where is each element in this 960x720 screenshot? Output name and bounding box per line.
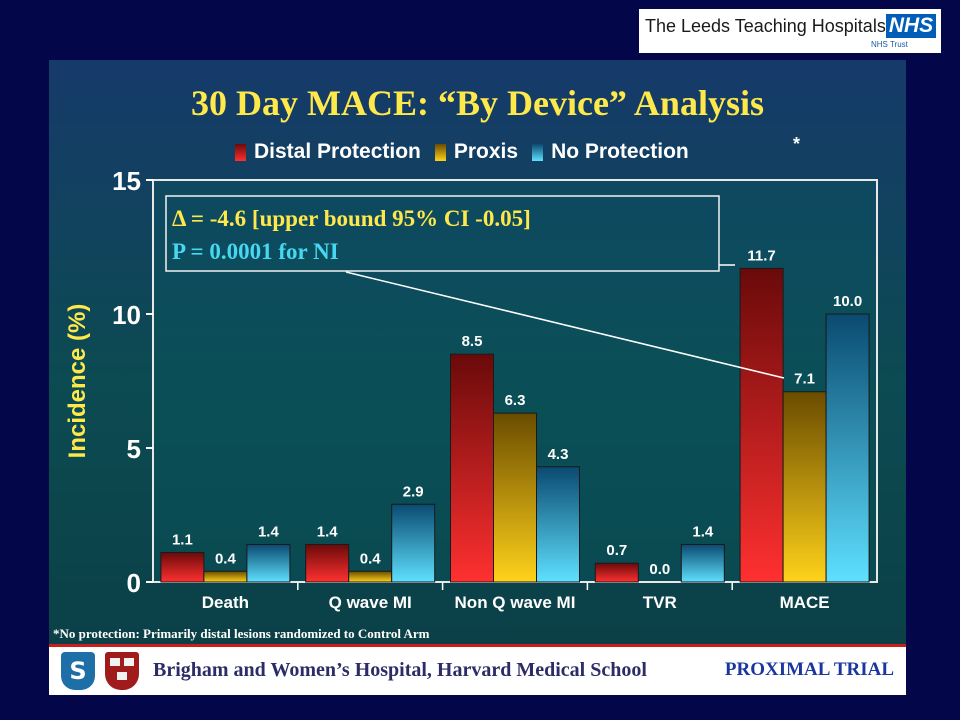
data-label: 7.1 [794, 371, 815, 388]
data-label: 1.1 [172, 532, 193, 549]
legend-label: No Protection [551, 140, 689, 163]
legend-swatch [532, 143, 544, 161]
legend-asterisk: * [793, 134, 801, 154]
bar-distal-protection [594, 562, 639, 583]
harvard-crest-icon [105, 652, 139, 690]
y-tick-label: 5 [127, 434, 141, 464]
bar-proxis [493, 412, 537, 583]
data-label: 6.3 [505, 392, 526, 409]
data-label: 0.4 [215, 550, 237, 567]
bar-proxis [348, 570, 393, 583]
data-label: 2.9 [403, 483, 424, 500]
annotation-connector [345, 271, 785, 379]
data-label: 11.7 [747, 247, 775, 264]
bar-distal-protection [305, 543, 350, 583]
footer: S Brigham and Women’s Hospital, Harvard … [49, 647, 906, 695]
bar-distal-protection [739, 267, 784, 583]
slide: 0 5 10 15 Incidence (%) 1.1 0.4 1.4 Death 1.4 0.4 2… [49, 60, 906, 644]
data-label: 4.3 [548, 446, 569, 463]
x-tick-label: TVR [643, 593, 677, 612]
y-tick-label: 0 [127, 568, 141, 598]
footer-divider [49, 644, 906, 647]
y-tick-label: 10 [112, 300, 141, 330]
data-label: 0.7 [606, 542, 627, 559]
shield-s-icon: S [61, 652, 95, 690]
data-label: 1.4 [317, 523, 339, 540]
legend-label: Distal Protection [254, 140, 421, 163]
data-label: 1.4 [258, 523, 280, 540]
data-label: 1.4 [692, 523, 714, 540]
legend-item: Distal Protection [235, 140, 421, 164]
nhs-header: The Leeds Teaching Hospitals NHS NHS Tru… [639, 9, 941, 53]
bar-no-protection [391, 503, 436, 583]
footnote: *No protection: Primarily distal lesions… [53, 626, 430, 641]
annotation-box [165, 195, 720, 272]
org-name: The Leeds Teaching Hospitals [645, 16, 886, 36]
data-label: 0.0 [649, 561, 670, 578]
chart-legend: Distal Protection Proxis No Protection [235, 140, 689, 164]
nhs-trust: NHS Trust [871, 40, 908, 49]
legend-swatch [235, 143, 246, 161]
slide-title: 30 Day MACE: “By Device” Analysis [191, 83, 764, 123]
institution-name: Brigham and Women’s Hospital, Harvard Me… [153, 659, 647, 681]
legend-item: Proxis [434, 140, 519, 164]
y-tick-label: 15 [112, 166, 141, 196]
x-tick-label: Q wave MI [329, 593, 412, 612]
bar-distal-protection [160, 552, 205, 583]
nhs-logo: NHS [886, 14, 936, 38]
bar-distal-protection [450, 353, 494, 583]
data-label: 10.0 [833, 293, 862, 310]
legend-item: No Protection [532, 140, 689, 164]
bar-proxis [782, 391, 827, 583]
chart: 0 5 10 15 Incidence (%) 1.1 0.4 1.4 Death 1.4 0.4 2… [64, 166, 878, 612]
bar-no-protection [680, 543, 725, 583]
data-label: 8.5 [462, 333, 483, 350]
bar-no-protection [825, 313, 870, 583]
trial-name: PROXIMAL TRIAL [724, 659, 894, 680]
data-label: 0.4 [360, 550, 382, 567]
annotation-pvalue: P = 0.0001 for NI [172, 239, 339, 264]
annotation-delta: Δ = -4.6 [upper bound 95% CI -0.05] [172, 206, 531, 231]
bar-no-protection [536, 466, 580, 583]
x-tick-label: MACE [780, 593, 830, 612]
legend-label: Proxis [453, 140, 519, 163]
y-axis-label: Incidence (%) [64, 304, 91, 459]
x-tick-label: Death [202, 593, 249, 612]
legend-swatch [434, 143, 446, 161]
bar-no-protection [246, 543, 291, 583]
x-tick-label: Non Q wave MI [455, 593, 576, 612]
bar-proxis [203, 570, 248, 583]
